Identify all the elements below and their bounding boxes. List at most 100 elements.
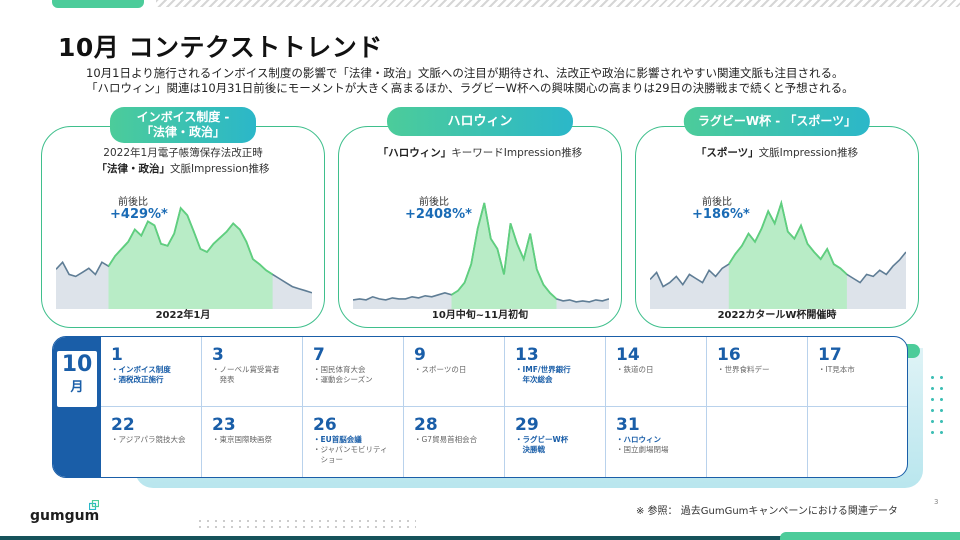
card-subtitle-rest: キーワードImpression推移	[451, 147, 583, 159]
bottom-bar	[0, 536, 960, 540]
card-subtitle-rest: 文脈Impression推移	[758, 147, 859, 159]
calendar-event: ・ハロウィン	[616, 435, 661, 444]
calendar-event: ・IT見本市	[818, 365, 855, 374]
chart-line-highlight	[451, 202, 558, 300]
calendar-day-cell: 1 ・インボイス制度 ・酒税改正施行	[101, 337, 202, 407]
calendar-day-number: 29	[515, 415, 539, 435]
calendar-day-cell: 31 ・ハロウィン ・国立劇場閉場	[606, 407, 707, 477]
calendar-event: ・運動会シーズン	[313, 375, 373, 384]
dot-pattern-decoration	[928, 372, 946, 440]
ratio-label: 前後比	[118, 197, 148, 208]
card-label-rugby: ラグビーW杯 - 「スポーツ」	[683, 107, 871, 136]
logo-mark-icon	[89, 500, 99, 510]
page-number: 3	[934, 498, 939, 506]
calendar-day-cell: 9 ・スポーツの日	[404, 337, 505, 407]
calendar-day-cell: 17 ・IT見本市	[808, 337, 907, 407]
calendar-event: ・G7貿易首相会合	[414, 435, 478, 444]
bottom-accent-bar	[780, 532, 960, 540]
ratio-label: 前後比	[702, 197, 732, 208]
calendar-day-number: 28	[414, 415, 438, 435]
calendar-day-cell: 29 ・ラグビーW杯 決勝戦	[505, 407, 606, 477]
ratio-value: +186%*	[692, 207, 750, 222]
calendar-day-number: 1	[111, 345, 123, 365]
chart-area-highlight	[728, 203, 847, 309]
calendar-event: ・EU首脳会議	[313, 435, 362, 444]
card-subtitle-bold: 「スポーツ」	[695, 147, 759, 159]
calendar-event: 年次総会	[515, 375, 553, 384]
top-accent-bar	[52, 0, 144, 8]
chart-area-highlight	[108, 208, 273, 309]
calendar-day-number: 26	[313, 415, 337, 435]
gumgum-logo: gumgum	[30, 508, 100, 524]
calendar-day-cell: 22 ・アジアパラ競技大会	[101, 407, 202, 477]
card-label-line-1: ハロウィン	[447, 114, 513, 129]
calendar-day-number: 9	[414, 345, 426, 365]
calendar-event: ・インボイス制度	[111, 365, 171, 374]
card-label-line-2: 「法律・政治」	[140, 125, 225, 139]
card-label-invoice: インボイス制度 - 「法律・政治」	[110, 107, 256, 143]
intro-text: 10月1日より施行されるインボイス制度の影響で「法律・政治」文脈への注目が期待さ…	[86, 66, 854, 96]
card-subtitle: 「ハロウィン」キーワードImpression推移	[339, 145, 621, 161]
calendar-day-cell: 23 ・東京国際映画祭	[202, 407, 303, 477]
calendar-event: ・ラグビーW杯	[515, 435, 569, 444]
calendar-event: ・ジャパンモビリティ	[313, 445, 388, 454]
calendar-day-number: 3	[212, 345, 224, 365]
calendar-day-cell: 7 ・国民体育大会 ・運動会シーズン	[303, 337, 404, 407]
card-subtitle: 2022年1月電子帳簿保存法改正時 「法律・政治」文脈Impression推移	[42, 145, 324, 177]
card-subtitle-bold: 「ハロウィン」	[377, 147, 452, 159]
trend-card-invoice: インボイス制度 - 「法律・政治」 2022年1月電子帳簿保存法改正時 「法律・…	[41, 107, 325, 328]
trend-card-rugby: ラグビーW杯 - 「スポーツ」 「スポーツ」文脈Impression推移 前後比…	[635, 107, 919, 328]
month-number: 10	[61, 352, 93, 377]
card-subtitle: 「スポーツ」文脈Impression推移	[636, 145, 918, 161]
month-unit: 月	[70, 380, 84, 395]
card-label-line-1: インボイス制度 -	[136, 110, 230, 124]
calendar-event: ・ノーベル賞受賞者	[212, 365, 280, 374]
chart-line-highlight	[107, 206, 274, 276]
calendar-day-number: 13	[515, 345, 539, 365]
chart-caption: 2022カタールW杯開催時	[717, 310, 837, 321]
calendar-event: ・世界食料デー	[717, 365, 770, 374]
calendar-day-cell: 14 ・鉄道の日	[606, 337, 707, 407]
trend-chart-invoice	[55, 197, 313, 309]
calendar-day-number: 14	[616, 345, 640, 365]
calendar-event: ・東京国際映画祭	[212, 435, 272, 444]
card-subtitle-line-1: 2022年1月電子帳簿保存法改正時	[103, 147, 263, 159]
chart-area-highlight	[451, 203, 557, 309]
calendar-event: ・国立劇場閉場	[616, 445, 669, 454]
calendar-event: ・スポーツの日	[414, 365, 467, 374]
card-subtitle-bold: 「法律・政治」	[96, 163, 171, 175]
ratio-value: +429%*	[110, 207, 168, 222]
month-column: 10 月	[53, 337, 101, 477]
intro-line-1: 10月1日より施行されるインボイス制度の影響で「法律・政治」文脈への注目が期待さ…	[86, 66, 844, 80]
card-label-halloween: ハロウィン	[387, 107, 573, 136]
calendar-day-cell: 13 ・IMF/世界銀行 年次総会	[505, 337, 606, 407]
calendar-event: ショー	[313, 455, 343, 464]
chart-caption: 10月中旬~11月初旬	[431, 310, 529, 321]
page-title: 10月 コンテクストトレンド	[58, 33, 383, 62]
ratio-label: 前後比	[419, 197, 449, 208]
card-label-line-1: ラグビーW杯 - 「スポーツ」	[697, 114, 857, 128]
bottom-dot-decoration	[196, 518, 416, 530]
october-calendar: 10 月 1 ・インボイス制度 ・酒税改正施行 3 ・ノーベル賞受賞者 発表 7 ・国民体育…	[52, 336, 908, 478]
calendar-day-number: 16	[717, 345, 741, 365]
card-subtitle-rest: 文脈Impression推移	[170, 163, 270, 175]
calendar-day-cell: 3 ・ノーベル賞受賞者 発表	[202, 337, 303, 407]
calendar-event: ・IMF/世界銀行	[515, 365, 571, 374]
calendar-event: ・酒税改正施行	[111, 375, 164, 384]
chart-caption: 2022年1月	[155, 310, 211, 321]
month-label: 10 月	[57, 351, 97, 407]
calendar-day-cell: 26 ・EU首脳会議 ・ジャパンモビリティ ショー	[303, 407, 404, 477]
calendar-event: 決勝戦	[515, 445, 545, 454]
trend-chart-halloween	[352, 197, 610, 309]
intro-line-2: 「ハロウィン」関連は10月31日前後にモーメントが大きく高まるほか、ラグビーW杯…	[86, 81, 854, 95]
calendar-day-cell	[707, 407, 808, 477]
ratio-value: +2408%*	[405, 207, 472, 222]
calendar-event: ・国民体育大会	[313, 365, 366, 374]
calendar-day-cell: 28 ・G7貿易首相会合	[404, 407, 505, 477]
calendar-day-cell	[808, 407, 907, 477]
calendar-event: 発表	[212, 375, 235, 384]
top-hatch-decoration	[156, 0, 960, 7]
trend-chart-rugby	[649, 197, 907, 309]
calendar-event: ・鉄道の日	[616, 365, 654, 374]
calendar-day-number: 23	[212, 415, 236, 435]
